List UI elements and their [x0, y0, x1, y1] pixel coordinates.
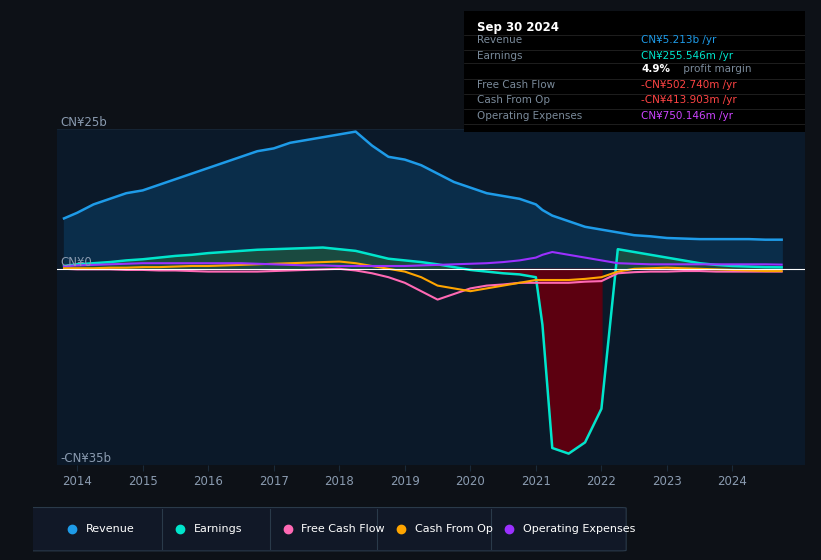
Text: CN¥750.146m /yr: CN¥750.146m /yr — [641, 111, 733, 121]
Text: CN¥25b: CN¥25b — [61, 116, 108, 129]
Text: Earnings: Earnings — [478, 51, 523, 60]
Text: Revenue: Revenue — [478, 35, 523, 45]
Text: Sep 30 2024: Sep 30 2024 — [478, 21, 559, 34]
Text: CN¥0: CN¥0 — [61, 256, 93, 269]
Text: Revenue: Revenue — [85, 524, 135, 534]
Text: -CN¥502.740m /yr: -CN¥502.740m /yr — [641, 80, 736, 90]
Text: CN¥5.213b /yr: CN¥5.213b /yr — [641, 35, 717, 45]
Text: Cash From Op: Cash From Op — [415, 524, 493, 534]
Text: 4.9%: 4.9% — [641, 64, 670, 74]
Text: Earnings: Earnings — [194, 524, 242, 534]
Text: Operating Expenses: Operating Expenses — [523, 524, 635, 534]
Text: -CN¥413.903m /yr: -CN¥413.903m /yr — [641, 95, 736, 105]
Text: profit margin: profit margin — [681, 64, 752, 74]
Text: Free Cash Flow: Free Cash Flow — [301, 524, 385, 534]
Text: Operating Expenses: Operating Expenses — [478, 111, 583, 121]
Text: CN¥255.546m /yr: CN¥255.546m /yr — [641, 51, 733, 60]
Text: Cash From Op: Cash From Op — [478, 95, 551, 105]
FancyBboxPatch shape — [27, 507, 626, 551]
Text: Free Cash Flow: Free Cash Flow — [478, 80, 556, 90]
Text: -CN¥35b: -CN¥35b — [61, 452, 112, 465]
